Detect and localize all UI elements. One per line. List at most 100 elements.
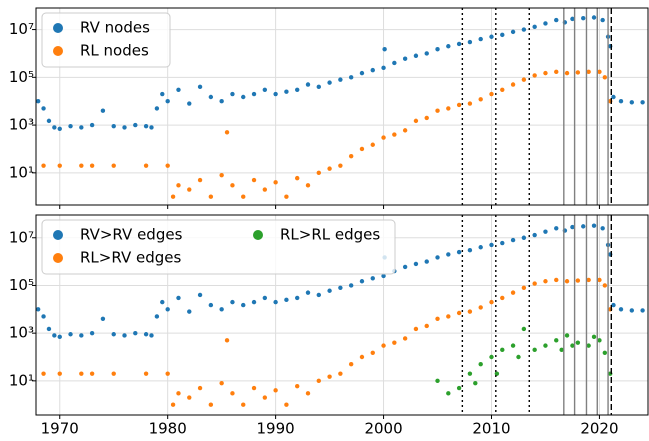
point xyxy=(273,299,278,305)
point xyxy=(89,122,95,128)
point xyxy=(165,99,170,104)
y-tick-label: 10⁷ xyxy=(9,228,34,246)
point xyxy=(187,187,192,192)
point xyxy=(197,385,203,391)
point xyxy=(489,354,494,360)
legend-label: RL nodes xyxy=(80,42,149,60)
legend-label: RL>RL edges xyxy=(280,226,380,244)
point xyxy=(111,123,116,129)
point xyxy=(219,172,224,178)
point xyxy=(597,69,602,75)
point xyxy=(57,334,62,340)
point xyxy=(467,248,473,253)
point xyxy=(338,77,343,82)
point xyxy=(89,163,95,168)
x-tick-label: 2020 xyxy=(580,420,618,438)
point xyxy=(122,125,127,130)
point xyxy=(359,146,365,152)
point xyxy=(359,354,365,360)
point xyxy=(402,56,408,61)
legend-label: RL>RV edges xyxy=(80,249,181,267)
point xyxy=(219,99,224,104)
point xyxy=(273,388,278,393)
point xyxy=(597,338,602,343)
point xyxy=(295,383,300,389)
point xyxy=(224,130,230,135)
point xyxy=(392,340,397,345)
point xyxy=(160,91,165,97)
point xyxy=(510,290,516,295)
y-tick-label: 10¹ xyxy=(9,371,34,389)
point xyxy=(435,378,440,384)
point xyxy=(197,84,203,90)
point xyxy=(176,295,181,301)
point xyxy=(467,371,473,376)
point xyxy=(241,402,246,407)
point xyxy=(35,99,41,104)
point xyxy=(149,125,154,130)
point xyxy=(611,302,616,308)
point xyxy=(111,371,116,376)
point xyxy=(187,395,192,400)
point xyxy=(478,361,483,367)
point xyxy=(413,326,419,332)
point xyxy=(500,347,505,353)
point xyxy=(543,21,548,26)
point xyxy=(402,128,408,133)
point xyxy=(629,100,635,105)
point xyxy=(143,163,149,168)
point xyxy=(489,34,494,39)
point xyxy=(467,39,473,45)
legend-marker xyxy=(53,46,63,56)
point xyxy=(543,229,548,234)
point xyxy=(122,333,127,338)
point xyxy=(575,70,581,75)
point xyxy=(89,330,95,336)
point xyxy=(435,316,440,321)
point xyxy=(348,75,354,80)
point xyxy=(316,378,321,384)
y-tick-label: 10³ xyxy=(9,324,34,342)
point xyxy=(591,223,597,228)
point xyxy=(521,27,527,32)
point xyxy=(489,242,494,248)
point xyxy=(564,70,570,76)
plot-frame xyxy=(35,7,649,206)
point xyxy=(251,177,257,183)
point xyxy=(521,326,527,332)
point xyxy=(575,278,581,283)
point xyxy=(284,194,289,199)
point xyxy=(100,108,106,113)
point xyxy=(532,24,537,30)
point xyxy=(478,245,483,250)
point xyxy=(435,47,440,52)
point xyxy=(251,299,257,305)
point xyxy=(79,163,84,168)
point xyxy=(370,142,375,147)
plot-frame xyxy=(35,214,649,416)
point xyxy=(295,175,300,181)
point xyxy=(446,252,451,257)
point xyxy=(600,17,605,23)
point xyxy=(500,240,505,246)
point xyxy=(559,347,564,353)
point xyxy=(197,177,203,183)
point xyxy=(489,91,494,97)
point xyxy=(111,332,116,337)
point xyxy=(170,194,176,199)
point xyxy=(478,36,483,42)
x-tick-label: 1990 xyxy=(257,420,295,438)
point xyxy=(230,299,235,305)
point xyxy=(435,255,440,260)
point xyxy=(640,100,645,105)
point xyxy=(41,163,46,168)
point xyxy=(456,41,462,47)
point xyxy=(611,94,616,100)
point xyxy=(57,163,62,168)
point xyxy=(57,126,62,131)
y-tick-label: 10³ xyxy=(9,116,34,134)
point xyxy=(176,87,181,93)
point xyxy=(262,395,268,400)
x-tick-label: 1970 xyxy=(41,420,79,438)
point xyxy=(208,302,214,308)
